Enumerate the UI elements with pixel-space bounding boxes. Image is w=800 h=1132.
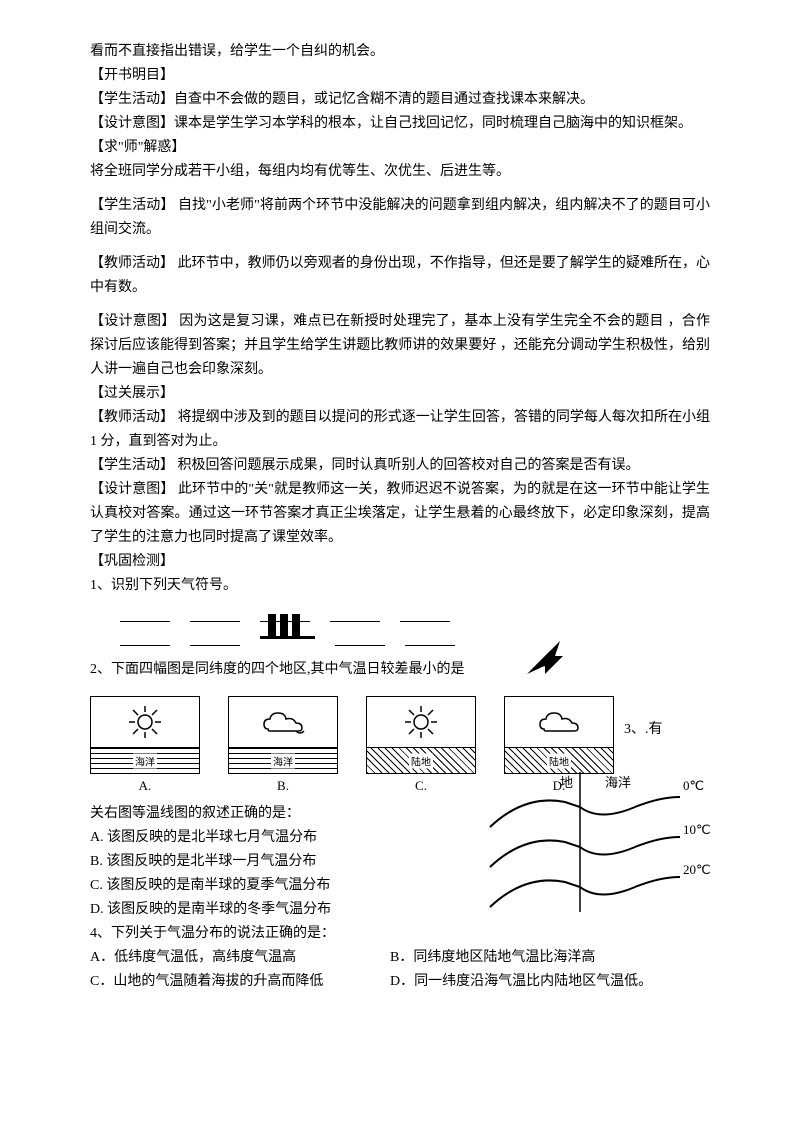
fog-weather-icon: [260, 636, 315, 639]
sec3-p1: 【教师活动】 将提纲中涉及到的题目以提问的形式逐一让学生回答，答错的同学每人每次…: [90, 406, 710, 454]
q4-row2: C．山地的气温随着海拔的升高而降低 D．同一纬度沿海气温比内陆地区气温低。: [90, 970, 710, 994]
q4-opt-d: D．同一纬度沿海气温比内陆地区气温低。: [390, 970, 652, 994]
sec3-head: 【过关展示】: [90, 382, 710, 406]
cloud-icon: [258, 707, 308, 737]
sec3-p2: 【学生活动】 积极回答问题展示成果，同时认真听别人的回答校对自己的答案是否有误。: [90, 454, 710, 478]
blank: [120, 628, 170, 646]
ocean-label: 海洋: [605, 775, 631, 790]
box-label-a: A.: [90, 778, 200, 794]
blank: [405, 628, 455, 646]
sec2-p4: 【设计意图】 因为这是复习课，难点已在新授时处理完了，基本上没有学生完全不会的题…: [90, 310, 710, 382]
arrow-pointer-icon: [525, 636, 565, 676]
land-ground: [505, 748, 613, 773]
sec2-head: 【求"师"解惑】: [90, 136, 710, 160]
q3-opt-c: C. 该图反映的是南半球的夏季气温分布: [90, 874, 475, 898]
sun-icon: [403, 704, 439, 740]
weather-box-b: [228, 696, 338, 774]
q4-opt-a: A．低纬度气温低，高纬度气温高: [90, 946, 390, 970]
q4-text: 4、下列关于气温分布的说法正确的是：: [90, 922, 475, 946]
sec3-p3: 【设计意图】 此环节中的"关"就是教师这一关，教师迟迟不说答案，为的就是在这一环…: [90, 478, 710, 550]
q4-row1: A．低纬度气温低，高纬度气温高 B．同纬度地区陆地气温比海洋高: [90, 946, 710, 970]
q2-row: 2、下面四幅图是同纬度的四个地区,其中气温日较差最小的是: [90, 658, 710, 682]
weather-box-c: [366, 696, 476, 774]
blanks-row-2: [90, 628, 710, 646]
q3-opt-d: D. 该图反映的是南半球的冬季气温分布: [90, 898, 475, 922]
blank: [400, 604, 450, 622]
q4-opt-b: B．同纬度地区陆地气温比海洋高: [390, 946, 595, 970]
box-label-b: B.: [228, 778, 338, 794]
blank: [190, 628, 240, 646]
temp-20: 20℃: [683, 862, 710, 877]
isotherm-diagram: 地 海洋 0℃ 10℃ 20℃: [485, 772, 710, 922]
weather-box-d: [504, 696, 614, 774]
temp-0: 0℃: [683, 778, 704, 793]
sec2-p1: 将全班同学分成若干小组，每组内均有优等生、次优生、后进生等。: [90, 160, 710, 184]
q4-opt-c: C．山地的气温随着海拔的升高而降低: [90, 970, 390, 994]
box-label-c: C.: [366, 778, 476, 794]
blank: [120, 604, 170, 622]
blank: [335, 628, 385, 646]
sec2-p3: 【教师活动】 此环节中，教师仍以旁观者的身份出现，不作指导，但还是要了解学生的疑…: [90, 252, 710, 300]
sun-icon: [127, 704, 163, 740]
cloud-icon: [534, 707, 584, 737]
weather-box-a: [90, 696, 200, 774]
q3-opt-b: B. 该图反映的是北半球一月气温分布: [90, 850, 475, 874]
sec1-activity: 【学生活动】自查中不会做的题目，或记忆含糊不清的题目通过查找课本来解决。: [90, 88, 710, 112]
temp-10: 10℃: [683, 822, 710, 837]
q1-text: 1、识别下列天气符号。: [90, 574, 710, 598]
sec4-head: 【巩固检测】: [90, 550, 710, 574]
sec1-intent: 【设计意图】课本是学生学习本学科的根本，让自己找回记忆，同时梳理自己脑海中的知识…: [90, 112, 710, 136]
blank: [330, 604, 380, 622]
weather-boxes: [90, 696, 614, 774]
q2-text: 2、下面四幅图是同纬度的四个地区,其中气温日较差最小的是: [90, 658, 710, 682]
land-label: 地: [560, 775, 573, 790]
q3-opt-a: A. 该图反映的是北半球七月气温分布: [90, 826, 475, 850]
q3-lead: 3、.有: [624, 718, 663, 738]
land-ground: [367, 748, 475, 773]
intro-text: 看而不直接指出错误，给学生一个自纠的机会。: [90, 40, 710, 64]
ocean-ground: [229, 748, 337, 773]
sec2-p2: 【学生活动】 自找"小老师"将前两个环节中没能解决的问题拿到组内解决，组内解决不…: [90, 194, 710, 242]
q3-text: 关右图等温线图的叙述正确的是：: [90, 802, 475, 826]
ocean-ground: [91, 748, 199, 773]
blanks-row-1: [90, 604, 710, 622]
blank: [190, 604, 240, 622]
sec1-head: 【开书明目】: [90, 64, 710, 88]
